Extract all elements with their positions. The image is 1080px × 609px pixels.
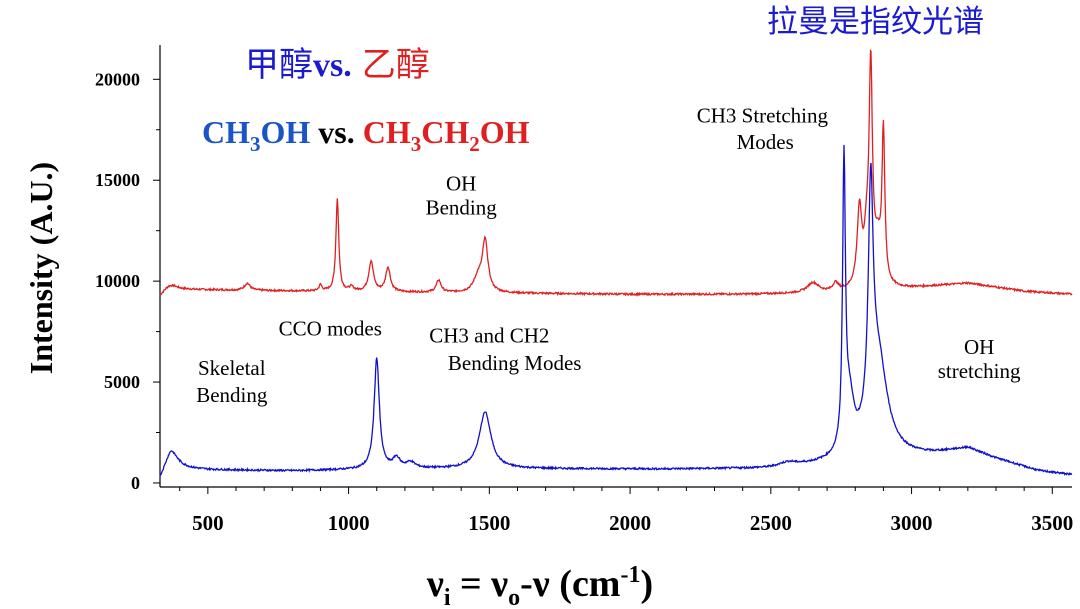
fingerprint-title: 拉曼是指纹光谱 xyxy=(767,4,984,40)
annotation-ch3-stretch-a: CH3 Stretching xyxy=(697,104,829,128)
formula-meth-a: CH xyxy=(202,114,250,150)
series-line-ethanol xyxy=(159,48,1073,297)
formula-eth-c: OH xyxy=(480,114,530,150)
x-tick-label: 2000 xyxy=(609,511,651,535)
annotation-oh-bending-a: OH xyxy=(446,171,476,195)
title-cn-methanol-text: 甲醇 xyxy=(245,45,313,85)
y-axis-label: Intensity (A.U.) xyxy=(23,162,59,374)
annotation-ch3-stretch-b: Modes xyxy=(737,130,794,154)
x-label-sup: -1 xyxy=(620,562,640,588)
x-axis-label: νi = νo-ν (cm-1) xyxy=(426,562,653,609)
y-tick-label: 10000 xyxy=(95,271,140,291)
x-label-dash: -ν (cm xyxy=(520,563,620,605)
formula-eth-b: CH xyxy=(421,114,469,150)
series-layer xyxy=(159,48,1073,477)
x-tick-label: 1500 xyxy=(468,511,510,535)
title-cn-ethanol: 乙醇 xyxy=(362,45,430,85)
x-tick-label: 1000 xyxy=(328,511,370,535)
formula-title: CH3OH vs. CH3CH2OH xyxy=(202,114,530,156)
x-label-eq: = xyxy=(451,563,492,605)
y-tick-label: 20000 xyxy=(95,69,140,89)
title-cn-methanol: 甲醇vs. 乙醇 xyxy=(245,45,430,85)
annotation-skeletal-b: Bending xyxy=(196,383,268,407)
title-cn-vs: vs. xyxy=(313,47,352,84)
y-tick-label: 15000 xyxy=(95,170,140,190)
x-tick-label: 2500 xyxy=(750,511,792,535)
formula-eth-sub1: 3 xyxy=(411,132,422,156)
formula-eth-sub2: 2 xyxy=(469,132,480,156)
annotation-oh-stretch-a: OH xyxy=(964,335,994,359)
annotation-cco-modes: CCO modes xyxy=(279,317,382,341)
x-label-sub-o: o xyxy=(508,585,520,609)
series-line-methanol xyxy=(159,144,1073,477)
annotation-ch3ch2-b: Bending Modes xyxy=(448,351,582,375)
annotation-skeletal-a: Skeletal xyxy=(198,356,266,380)
x-tick-label: 3500 xyxy=(1031,511,1073,535)
annotation-oh-stretch-b: stretching xyxy=(938,359,1021,383)
x-tick-label: 500 xyxy=(192,511,224,535)
x-label-nu-o: ν xyxy=(490,563,508,605)
axes: 500 1000 1500 2000 2500 3000 3500 0 5000 10000 150… xyxy=(95,45,1073,535)
x-label-nu-i: ν xyxy=(426,563,444,605)
y-tick-label: 5000 xyxy=(104,372,140,392)
y-tick-label: 0 xyxy=(131,473,140,493)
x-label-sub-i: i xyxy=(444,585,451,609)
x-label-close: ) xyxy=(640,563,653,605)
formula-meth-b: OH xyxy=(261,114,311,150)
formula-meth-sub: 3 xyxy=(250,132,261,156)
annotation-ch3ch2-a: CH3 and CH2 xyxy=(429,324,549,348)
annotation-oh-bending-b: Bending xyxy=(426,196,498,220)
formula-vs: vs. xyxy=(310,114,362,150)
formula-eth-a: CH xyxy=(363,114,411,150)
x-tick-label: 3000 xyxy=(891,511,933,535)
